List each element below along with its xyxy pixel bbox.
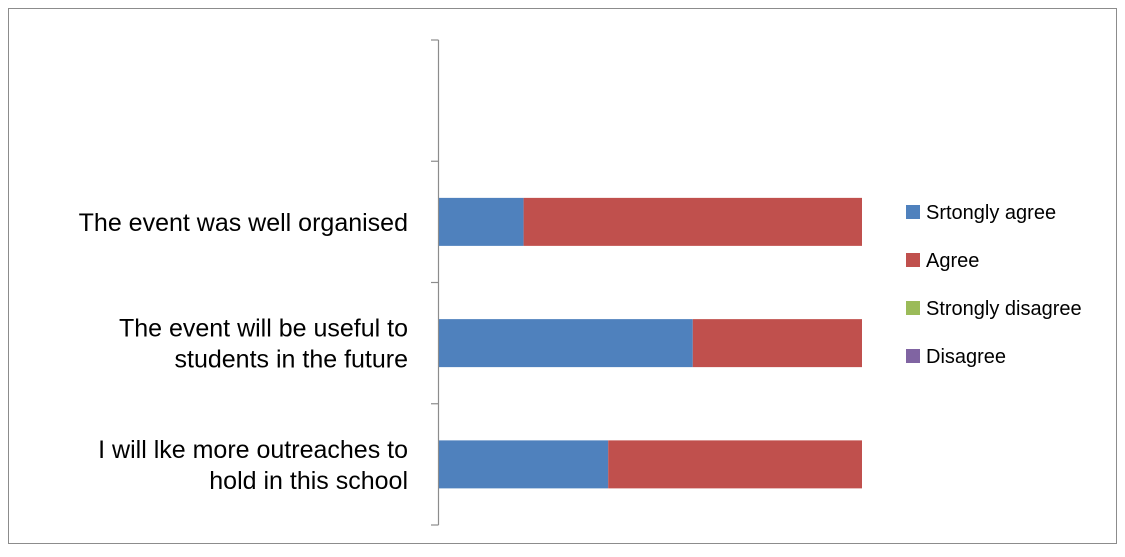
legend: Srtongly agree Agree Strongly disagree Disa…	[906, 202, 1082, 368]
legend-label: Agree	[926, 250, 979, 272]
category-axis	[431, 39, 440, 526]
legend-swatch	[906, 301, 920, 315]
bar-segment	[692, 319, 862, 368]
category-label: I will lke more outreaches to hold in thi…	[98, 436, 408, 495]
category-label-line: The event was well organised	[79, 209, 408, 237]
bar-segment	[439, 197, 524, 246]
bar-segment	[439, 319, 693, 368]
legend-item: Srtongly agree	[906, 202, 1056, 224]
legend-label: Srtongly agree	[926, 202, 1056, 224]
category-label: The event was well organised	[79, 209, 408, 237]
category-label: The event will be useful to students in t…	[119, 315, 408, 374]
legend-label: Strongly disagree	[926, 298, 1082, 320]
legend-swatch	[906, 349, 920, 363]
legend-item: Agree	[906, 250, 979, 272]
plot-area	[439, 197, 862, 489]
bar-segment	[608, 440, 862, 489]
legend-item: Disagree	[906, 346, 1006, 368]
category-label-line: hold in this school	[209, 467, 408, 495]
bar-segment	[439, 440, 609, 489]
category-label-line: students in the future	[175, 346, 408, 374]
legend-label: Disagree	[926, 346, 1006, 368]
category-label-line: The event will be useful to	[119, 315, 408, 343]
legend-swatch	[906, 253, 920, 267]
legend-swatch	[906, 205, 920, 219]
category-label-line: I will lke more outreaches to	[98, 436, 408, 464]
category-labels: I will lke more outreaches to hold in thi…	[79, 209, 408, 495]
legend-item: Strongly disagree	[906, 298, 1082, 320]
bar-segment	[523, 197, 862, 246]
